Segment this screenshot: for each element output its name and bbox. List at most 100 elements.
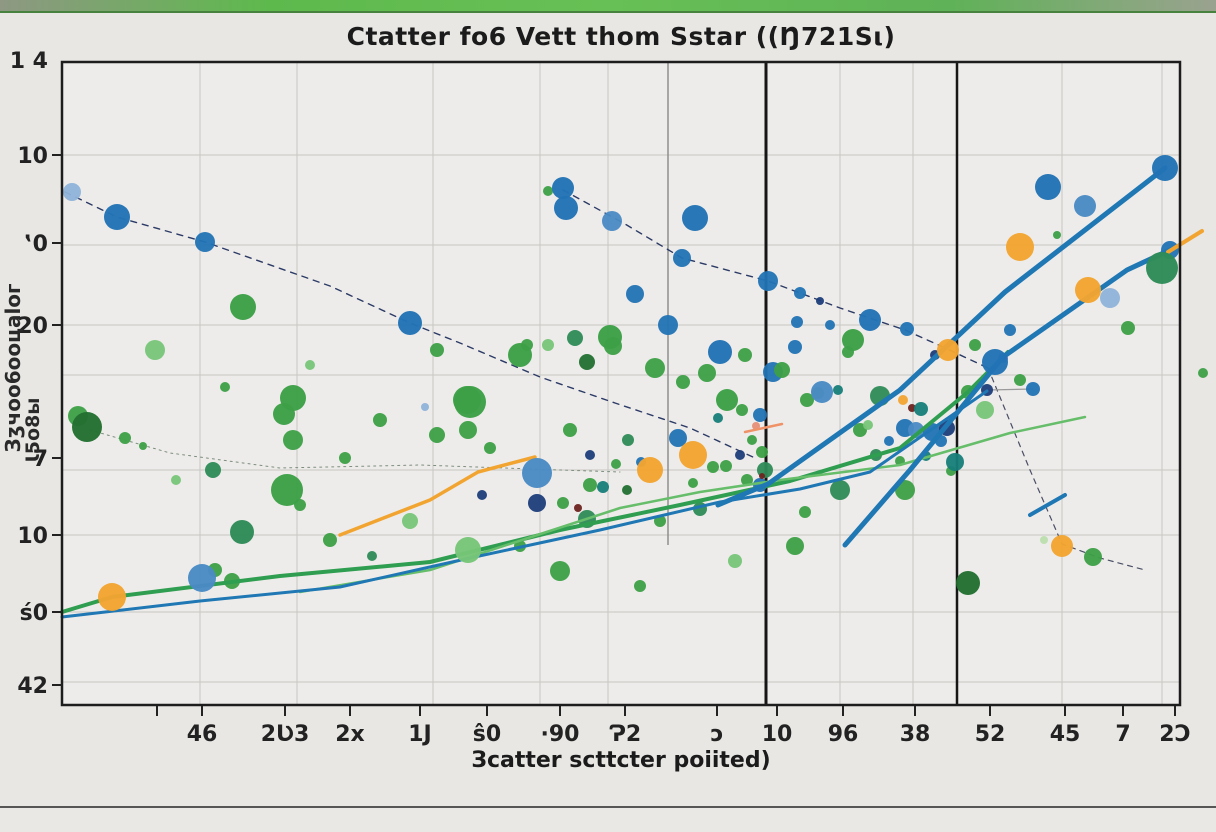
scatter-point — [230, 294, 256, 320]
scatter-point — [273, 403, 295, 425]
x-tick-label: 1J — [408, 722, 432, 747]
scatter-point — [716, 389, 738, 411]
scatter-point — [759, 473, 765, 479]
top-green-bar — [0, 0, 1216, 13]
scatter-point — [679, 441, 707, 469]
scatter-point — [543, 186, 553, 196]
footer-strip — [0, 808, 1216, 832]
scatter-point — [884, 436, 894, 446]
scatter-point — [119, 432, 131, 444]
trend-line-blue-trend-gentle — [60, 389, 989, 619]
scatter-point — [1035, 174, 1061, 200]
scatter-point — [622, 434, 634, 446]
x-tick-label: 7 — [1115, 722, 1130, 747]
x-tick-label: 38 — [900, 722, 931, 747]
scatter-point — [728, 554, 742, 568]
y-tick-label: 20 — [17, 314, 48, 339]
scatter-point — [756, 446, 768, 458]
plot-area — [62, 62, 1180, 705]
x-axis-label: Зcatter scttcter poiited) — [471, 748, 771, 773]
scatter-point — [455, 537, 481, 563]
scatter-point — [421, 403, 429, 411]
scatter-point — [658, 315, 678, 335]
scatter-point — [459, 421, 477, 439]
scatter-point — [579, 354, 595, 370]
scatter-point — [583, 478, 597, 492]
scatter-point — [598, 325, 622, 349]
scatter-point — [741, 474, 753, 486]
scatter-point — [673, 249, 691, 267]
scatter-point — [676, 375, 690, 389]
scatter-point — [398, 311, 422, 335]
scatter-point — [788, 340, 802, 354]
scatter-point — [585, 450, 595, 460]
scatter-point — [794, 287, 806, 299]
scatter-point — [63, 183, 81, 201]
scatter-point — [139, 442, 147, 450]
scatter-point — [758, 271, 778, 291]
scatter-point — [1014, 374, 1026, 386]
scatter-point — [453, 386, 481, 414]
scatter-point — [799, 506, 811, 518]
scatter-point — [528, 494, 546, 512]
scatter-point — [554, 196, 578, 220]
x-tick-label: 2Ɔ — [1159, 722, 1190, 747]
trend-line-blue-short — [1028, 493, 1067, 517]
scatter-point — [626, 285, 644, 303]
scatter-point — [1100, 288, 1120, 308]
x-tick-label: 96 — [828, 722, 859, 747]
scatter-point — [736, 404, 748, 416]
x-tick-label: 2x — [335, 722, 365, 747]
scatter-point — [908, 404, 916, 412]
bottom-divider — [0, 806, 1216, 808]
scatter-point — [825, 320, 835, 330]
scatter-point — [738, 348, 752, 362]
scatter-point — [937, 339, 959, 361]
scatter-point — [1040, 536, 1048, 544]
scatter-point — [1146, 252, 1178, 284]
x-tick-label: 45 — [1050, 722, 1081, 747]
scatter-point — [982, 349, 1008, 375]
scatter-point — [863, 420, 873, 430]
scatter-point — [602, 211, 622, 231]
scatter-point — [477, 490, 487, 500]
scatter-point — [669, 429, 687, 447]
scatter-point — [188, 564, 216, 592]
chart-title: Ctatter fo6 Vett thom Sstar ((Ŋ721Sι) — [346, 22, 896, 51]
scatter-point — [898, 395, 908, 405]
scatter-point — [597, 481, 609, 493]
scatter-point — [1004, 324, 1016, 336]
scatter-point — [830, 480, 850, 500]
scatter-point — [859, 309, 881, 331]
scatter-point — [230, 520, 254, 544]
scatter-point — [611, 459, 621, 469]
trend-line-faint-dotted — [89, 429, 621, 473]
scatter-point — [698, 364, 716, 382]
y-tick-label: 10 — [17, 524, 48, 549]
scatter-point — [791, 316, 803, 328]
plot-frame — [60, 60, 1182, 707]
scatter-point — [171, 475, 181, 485]
scatter-point — [563, 423, 577, 437]
scatter-point — [708, 340, 732, 364]
scatter-point — [1084, 548, 1102, 566]
scatter-point — [552, 177, 574, 199]
x-tick-label: 46 — [187, 722, 218, 747]
scatter-point — [713, 413, 723, 423]
trend-line-orange-segment-left — [338, 455, 537, 537]
scatter-point — [1053, 231, 1061, 239]
scatter-point — [1006, 233, 1034, 261]
scatter-point — [145, 340, 165, 360]
y-tick-label: 1 4 — [10, 49, 48, 74]
trend-line-blue-steep-a — [715, 165, 1168, 508]
scatter-point — [508, 343, 532, 367]
scatter-point — [271, 474, 303, 506]
scatter-point — [622, 485, 632, 495]
scatter-point — [1152, 155, 1178, 181]
scatter-point — [707, 461, 719, 473]
scatter-point — [367, 551, 377, 561]
x-tick-label: 2Ʋ3 — [261, 722, 310, 747]
scatter-point — [402, 513, 418, 529]
